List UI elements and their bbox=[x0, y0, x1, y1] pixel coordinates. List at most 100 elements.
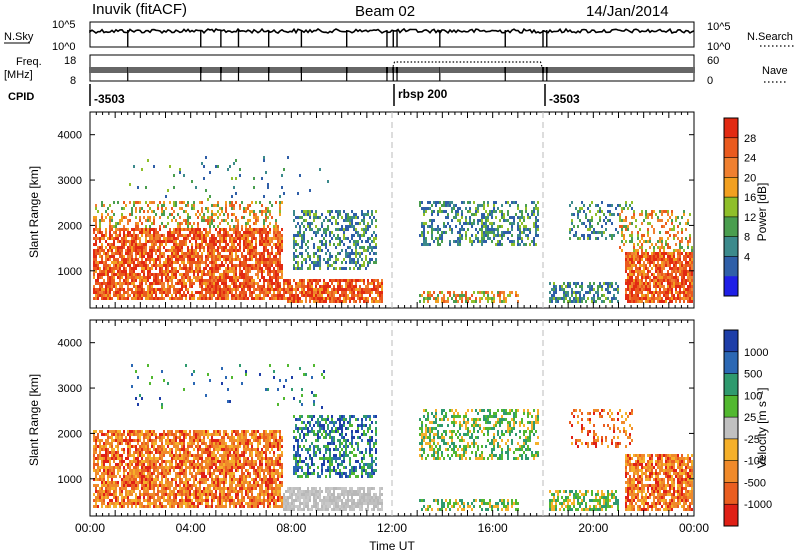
range-gate-cell bbox=[127, 291, 129, 294]
range-gate-cell bbox=[245, 210, 247, 213]
range-gate-cell bbox=[429, 291, 431, 294]
range-gate-cell bbox=[361, 288, 363, 291]
range-gate-cell bbox=[441, 234, 443, 237]
range-gate-cell bbox=[255, 219, 257, 222]
range-gate-cell bbox=[185, 204, 187, 207]
range-gate-cell bbox=[519, 210, 521, 213]
range-gate-cell bbox=[201, 219, 203, 222]
range-gate-cell bbox=[497, 231, 499, 234]
range-gate-cell bbox=[105, 496, 107, 499]
range-gate-cell bbox=[233, 231, 235, 234]
range-gate-cell bbox=[175, 282, 177, 285]
range-gate-cell bbox=[673, 282, 675, 285]
range-gate-cell bbox=[103, 448, 105, 451]
range-gate-cell bbox=[173, 210, 175, 213]
range-gate-cell bbox=[175, 246, 177, 249]
range-gate-cell bbox=[159, 243, 161, 246]
range-gate-cell bbox=[175, 240, 177, 243]
range-gate-cell bbox=[451, 297, 453, 300]
range-gate-cell bbox=[157, 234, 159, 237]
range-gate-cell bbox=[327, 267, 329, 270]
range-gate-cell bbox=[147, 273, 149, 276]
range-gate-cell bbox=[131, 228, 133, 231]
range-gate-cell bbox=[631, 255, 633, 258]
range-gate-cell bbox=[469, 210, 471, 213]
range-gate-cell bbox=[205, 228, 207, 231]
range-gate-cell bbox=[337, 297, 339, 300]
range-gate-cell bbox=[143, 291, 145, 294]
range-gate-cell bbox=[141, 231, 143, 234]
range-gate-cell bbox=[465, 216, 467, 219]
range-gate-cell bbox=[125, 240, 127, 243]
range-gate-cell bbox=[171, 234, 173, 237]
range-gate-cell bbox=[607, 219, 609, 222]
range-gate-cell bbox=[99, 445, 101, 448]
range-gate-cell bbox=[263, 294, 265, 297]
range-gate-cell bbox=[105, 294, 107, 297]
range-gate-cell bbox=[313, 213, 315, 216]
range-gate-cell bbox=[247, 219, 249, 222]
range-gate-cell bbox=[119, 219, 121, 222]
range-gate-cell bbox=[423, 213, 425, 216]
range-gate-cell bbox=[161, 270, 163, 273]
range-gate-cell bbox=[429, 297, 431, 300]
range-gate-cell bbox=[267, 243, 269, 246]
range-gate-cell bbox=[175, 219, 177, 222]
range-gate-cell bbox=[155, 213, 157, 216]
range-gate-cell bbox=[647, 234, 649, 237]
range-gate-cell bbox=[315, 291, 317, 294]
range-gate-cell bbox=[93, 252, 95, 255]
range-gate-cell bbox=[221, 228, 223, 231]
range-gate-cell bbox=[647, 297, 649, 300]
range-gate-cell bbox=[345, 291, 347, 294]
range-gate-cell bbox=[229, 246, 231, 249]
range-gate-cell bbox=[629, 222, 631, 225]
range-gate-cell bbox=[279, 237, 281, 240]
range-gate-cell bbox=[189, 279, 191, 282]
range-gate-cell bbox=[191, 294, 193, 297]
range-gate-cell bbox=[321, 288, 323, 291]
range-gate-cell bbox=[213, 243, 215, 246]
range-gate-cell bbox=[97, 288, 99, 291]
range-gate-cell bbox=[241, 297, 243, 300]
range-gate-cell bbox=[117, 297, 119, 300]
range-gate-cell bbox=[481, 231, 483, 234]
range-gate-cell bbox=[313, 267, 315, 270]
range-gate-cell bbox=[637, 267, 639, 270]
range-gate-cell bbox=[103, 481, 105, 484]
range-gate-cell bbox=[101, 433, 103, 436]
range-gate-cell bbox=[243, 282, 245, 285]
range-gate-cell bbox=[113, 252, 115, 255]
range-gate-cell bbox=[167, 285, 169, 288]
range-gate-cell bbox=[455, 297, 457, 300]
range-gate-cell bbox=[183, 261, 185, 264]
range-gate-cell bbox=[479, 204, 481, 207]
range-gate-cell bbox=[181, 228, 183, 231]
range-gate-cell bbox=[171, 273, 173, 276]
range-gate-cell bbox=[171, 276, 173, 279]
range-gate-cell bbox=[657, 276, 659, 279]
range-gate-cell bbox=[157, 204, 159, 207]
range-gate-cell bbox=[669, 246, 671, 249]
range-gate-cell bbox=[437, 201, 439, 204]
range-gate-cell bbox=[667, 294, 669, 297]
range-gate-cell bbox=[297, 297, 299, 300]
range-gate-cell bbox=[355, 288, 357, 291]
range-gate-cell bbox=[105, 285, 107, 288]
range-gate-cell bbox=[227, 291, 229, 294]
range-gate-cell bbox=[491, 240, 493, 243]
range-gate-cell bbox=[111, 216, 113, 219]
range-gate-cell bbox=[185, 219, 187, 222]
range-gate-cell bbox=[247, 297, 249, 300]
range-gate-cell bbox=[305, 297, 307, 300]
range-gate-cell bbox=[101, 294, 103, 297]
range-gate-cell bbox=[537, 210, 539, 213]
range-gate-cell bbox=[103, 288, 105, 291]
range-gate-cell bbox=[211, 282, 213, 285]
range-gate-cell bbox=[173, 249, 175, 252]
range-gate-cell bbox=[369, 216, 371, 219]
range-gate-cell bbox=[105, 258, 107, 261]
range-gate-cell bbox=[231, 177, 233, 180]
range-gate-cell bbox=[213, 276, 215, 279]
range-gate-cell bbox=[685, 261, 687, 264]
